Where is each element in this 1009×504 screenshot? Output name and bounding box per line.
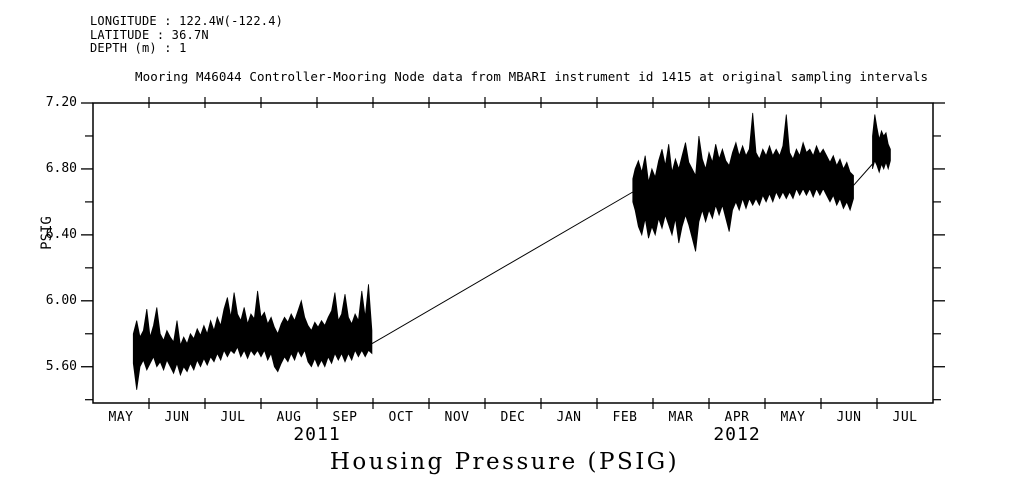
y-tick-label: 6.00 xyxy=(45,292,77,308)
x-tick-label: JAN xyxy=(556,410,582,425)
x-tick-label: FEB xyxy=(612,410,638,425)
y-tick-label: 6.40 xyxy=(45,226,77,242)
y-tick-label: 5.60 xyxy=(45,358,77,374)
data-series-final-burst xyxy=(872,114,891,174)
data-series-tail-line xyxy=(853,163,873,186)
y-tick-label: 6.80 xyxy=(45,160,77,176)
header-info: LONGITUDE : 122.4W(-122.4) LATITUDE : 36… xyxy=(90,14,284,56)
x-tick-label: DEC xyxy=(500,410,526,425)
plot-frame xyxy=(92,102,934,404)
year-label-2011: 2011 xyxy=(293,424,341,445)
latitude-line: LATITUDE : 36.7N xyxy=(90,27,209,42)
x-tick-label: JUN xyxy=(164,410,190,425)
year-label-2012: 2012 xyxy=(713,424,761,445)
x-tick-label: MAY xyxy=(108,410,134,425)
y-tick-label: 7.20 xyxy=(45,95,77,110)
x-tick-label: AUG xyxy=(276,410,302,425)
x-tick-label: MAY xyxy=(780,410,806,425)
x-tick-label: JUL xyxy=(220,410,246,425)
data-series-gap-line xyxy=(371,191,634,345)
chart-footer-title: Housing Pressure (PSIG) xyxy=(329,449,680,475)
x-tick-label: JUN xyxy=(836,410,862,425)
x-tick-label: MAR xyxy=(668,410,694,425)
x-tick-label: OCT xyxy=(388,410,414,425)
depth-line: DEPTH (m) : 1 xyxy=(90,41,187,55)
data-series-housing-pressure-2011 xyxy=(132,284,373,390)
x-tick-label: APR xyxy=(724,410,750,425)
x-tick-label: NOV xyxy=(444,410,470,425)
x-tick-label: SEP xyxy=(332,410,358,425)
longitude-line: LONGITUDE : 122.4W(-122.4) xyxy=(90,14,284,28)
chart-title: Mooring M46044 Controller-Mooring Node d… xyxy=(135,69,929,84)
x-tick-label: JUL xyxy=(892,410,918,425)
data-series-housing-pressure-2012 xyxy=(632,112,854,252)
